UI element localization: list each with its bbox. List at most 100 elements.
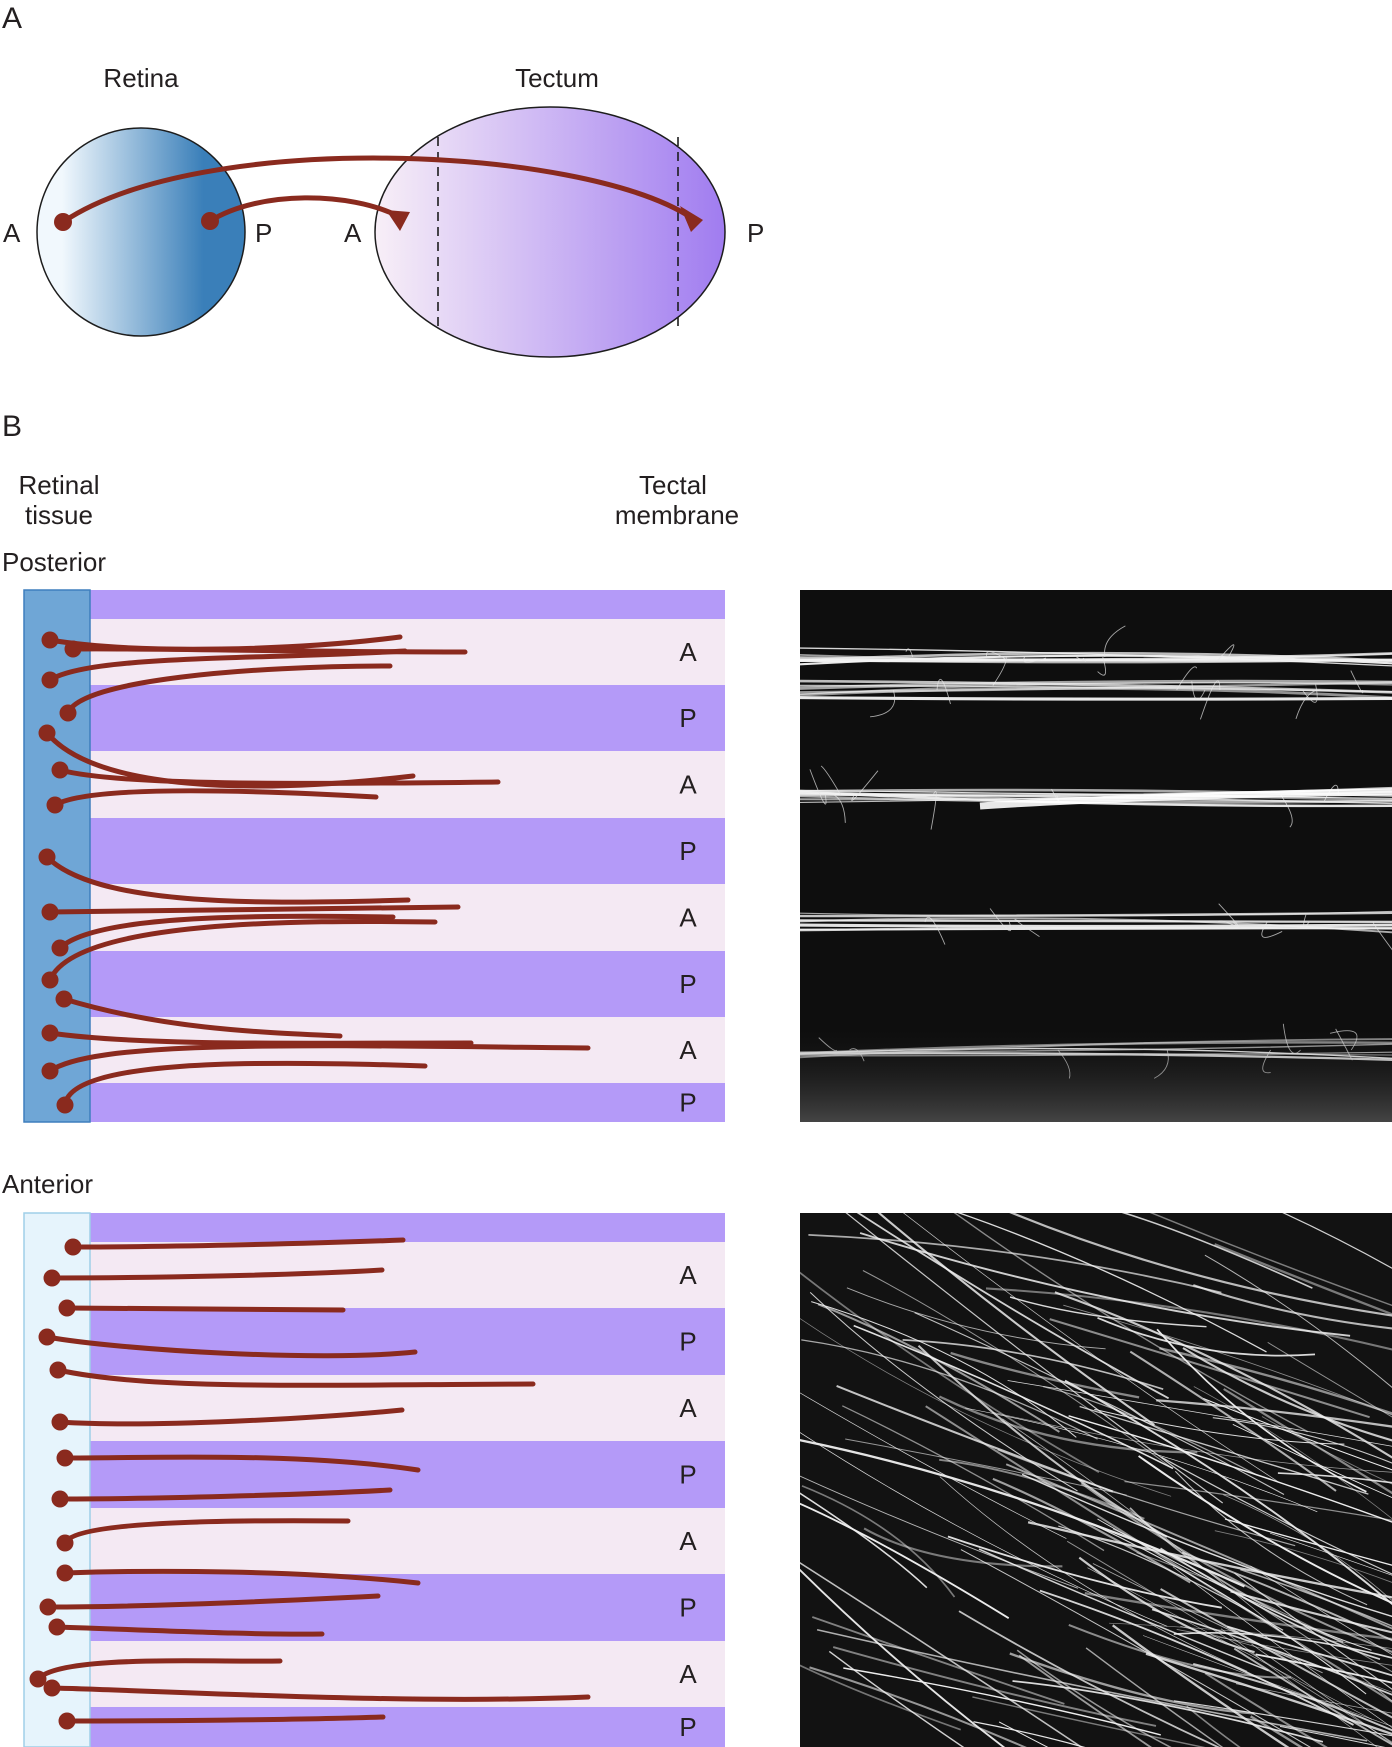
- anterior-title: Anterior: [2, 1169, 93, 1199]
- posterior-axon: [61, 996, 343, 1039]
- panel-b-letter: B: [2, 410, 22, 443]
- anterior-axon: [45, 1593, 381, 1610]
- posterior-stripe-label-2: P: [679, 703, 696, 733]
- posterior-axon-soma: [38, 724, 56, 742]
- axon-terminal-anterior-tectum: [386, 210, 410, 231]
- anterior-stripe-label-3: A: [679, 1393, 697, 1423]
- posterior-axon-soma: [51, 939, 69, 957]
- posterior-axon-soma: [41, 1024, 59, 1042]
- posterior-stripe-label-4: P: [679, 836, 696, 866]
- anterior-axon: [64, 1305, 346, 1313]
- posterior-axon-soma: [56, 1096, 74, 1114]
- tectum-posterior-label: P: [747, 218, 764, 248]
- posterior-axon: [57, 913, 396, 951]
- panel-a: A Retina Tectum A P A P: [2, 2, 764, 358]
- posterior-axon-soma: [64, 640, 82, 658]
- anterior-axon-soma: [58, 1299, 76, 1317]
- posterior-axon-soma: [55, 990, 73, 1008]
- posterior-axon-soma: [38, 848, 56, 866]
- posterior-axon: [52, 788, 379, 808]
- posterior-stripe-p-6: [90, 951, 725, 1017]
- posterior-title: Posterior: [2, 547, 106, 577]
- anterior-axon-soma: [39, 1598, 57, 1616]
- anterior-axon: [35, 1658, 283, 1682]
- anterior-stripe-label-8: P: [679, 1712, 696, 1742]
- panel-a-letter: A: [2, 2, 22, 35]
- anterior-axon-soma: [48, 1618, 66, 1636]
- posterior-axon: [47, 904, 461, 915]
- anterior-stripe-label-7: A: [679, 1659, 697, 1689]
- posterior-axon-soma: [41, 671, 59, 689]
- anterior-axon-soma: [51, 1413, 69, 1431]
- posterior-axon-soma: [41, 631, 59, 649]
- axon-posterior-to-anterior: [207, 195, 401, 224]
- anterior-retinal-explant: [23, 1212, 91, 1747]
- posterior-stripe-p-4: [90, 818, 725, 884]
- posterior-axon-soma: [41, 903, 59, 921]
- retina-title: Retina: [103, 63, 179, 93]
- tectum-ellipse: [374, 106, 726, 358]
- posterior-axon-soma: [46, 796, 64, 814]
- anterior-stripe-label-1: A: [679, 1260, 697, 1290]
- axon-anterior-to-posterior: [60, 155, 695, 225]
- anterior-axon-soma: [64, 1238, 82, 1256]
- anterior-stripe-label-5: A: [679, 1526, 697, 1556]
- panel-b: B Retinal tissue Tectal membrane Posteri…: [2, 410, 1392, 1747]
- retina-disc: [36, 127, 246, 337]
- retina-posterior-label: P: [255, 218, 272, 248]
- anterior-axon: [62, 1454, 421, 1473]
- anterior-axon: [55, 1367, 536, 1388]
- anterior-axon-soma: [49, 1361, 67, 1379]
- posterior-axon-soma: [51, 761, 69, 779]
- anterior-stripe-p-2: [90, 1308, 725, 1375]
- anterior-axon-soma: [29, 1670, 47, 1688]
- soma-posterior-retina: [201, 212, 219, 230]
- posterior-axon: [47, 1043, 591, 1074]
- anterior-axon: [70, 1237, 406, 1250]
- posterior-stripe-label-3: A: [679, 770, 697, 800]
- anterior-axon: [62, 1568, 421, 1586]
- anterior-axon: [44, 1334, 418, 1359]
- posterior-stripe-p-0: [90, 590, 725, 619]
- tectal-membrane-label-line2: membrane: [615, 500, 739, 530]
- anterior-axon: [57, 1407, 405, 1427]
- anterior-stripe-label-6: P: [679, 1593, 696, 1623]
- tectum-anterior-label: A: [344, 218, 362, 248]
- anterior-axon-soma: [43, 1269, 61, 1287]
- anterior-axon: [54, 1624, 325, 1637]
- retinal-tissue-label-line1: Retinal: [19, 470, 100, 500]
- anterior-axon-soma: [38, 1328, 56, 1346]
- anterior-stripe-label-4: P: [679, 1460, 696, 1490]
- anterior-axon-soma: [56, 1534, 74, 1552]
- anterior-axon-soma: [56, 1449, 74, 1467]
- posterior-axon-soma: [59, 704, 77, 722]
- anterior-stripe-p-8: [90, 1707, 725, 1747]
- posterior-micrograph: [800, 590, 1392, 1122]
- anterior-axon: [64, 1714, 386, 1724]
- soma-anterior-retina: [54, 213, 72, 231]
- posterior-axon: [65, 663, 393, 716]
- anterior-stripe-p-0: [90, 1213, 725, 1242]
- posterior-axon: [57, 767, 501, 786]
- posterior-axon: [44, 854, 411, 905]
- posterior-stripe-p-8: [90, 1083, 725, 1122]
- anterior-axon-soma: [58, 1712, 76, 1730]
- anterior-stripe-a-7: [90, 1641, 725, 1707]
- axon-terminal-posterior-tectum: [680, 206, 703, 232]
- tectal-membrane-label-line1: Tectal: [639, 470, 707, 500]
- anterior-axon: [57, 1487, 393, 1502]
- posterior-stripe-label-8: P: [679, 1088, 696, 1118]
- retinal-tissue-label-line2: tissue: [25, 500, 93, 530]
- anterior-axon: [49, 1267, 385, 1281]
- posterior-axon: [47, 648, 408, 683]
- posterior-axon: [47, 918, 438, 983]
- anterior-axon: [62, 1518, 351, 1546]
- anterior-micrograph: [800, 1213, 1392, 1747]
- posterior-stripe-p-2: [90, 685, 725, 751]
- anterior-stripe-a-5: [90, 1508, 725, 1574]
- anterior-axon-soma: [43, 1679, 61, 1697]
- posterior-axon-soma: [41, 971, 59, 989]
